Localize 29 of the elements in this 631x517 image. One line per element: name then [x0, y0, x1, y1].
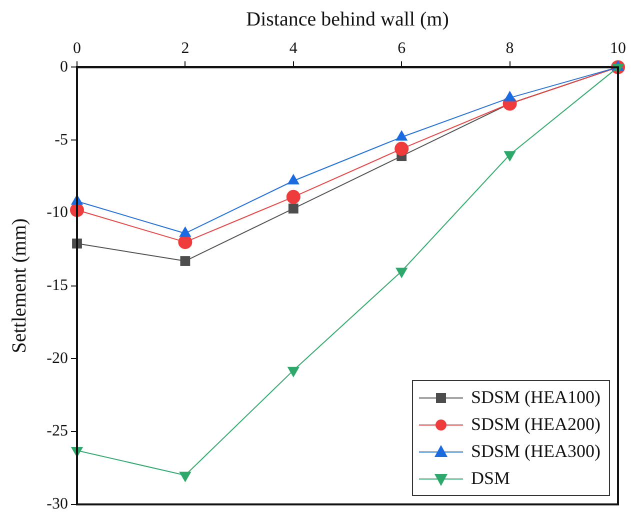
legend-label: SDSM (HEA300) — [471, 441, 601, 462]
y-tick-label: -10 — [46, 204, 68, 222]
legend-label: SDSM (HEA100) — [471, 387, 601, 408]
y-tick-label: -25 — [46, 422, 68, 440]
point — [394, 142, 409, 156]
y-axis-title: Settlement (mm) — [8, 218, 30, 354]
point — [288, 204, 298, 214]
x-axis-title: Distance behind wall (m) — [246, 8, 449, 30]
point — [396, 268, 408, 278]
point — [179, 472, 192, 482]
point — [504, 90, 516, 102]
legend-label: SDSM (HEA200) — [471, 414, 601, 436]
x-tick-label: 10 — [610, 40, 626, 57]
x-tick-label: 6 — [398, 40, 406, 57]
point — [178, 235, 192, 250]
point — [287, 366, 300, 378]
point — [180, 256, 190, 266]
x-tick-label: 0 — [73, 40, 81, 57]
x-tick-label: 4 — [289, 40, 298, 57]
legend-label: DSM — [471, 468, 510, 490]
point — [396, 130, 408, 141]
y-tick-label: -15 — [46, 277, 68, 294]
y-tick-label: -30 — [46, 496, 68, 513]
y-tick-label: 0 — [60, 58, 68, 76]
point — [286, 190, 300, 204]
x-tick-label: 8 — [506, 40, 514, 57]
y-tick-label: -5 — [54, 131, 68, 148]
y-tick-label: -20 — [46, 350, 68, 367]
x-tick-label: 2 — [181, 40, 190, 57]
